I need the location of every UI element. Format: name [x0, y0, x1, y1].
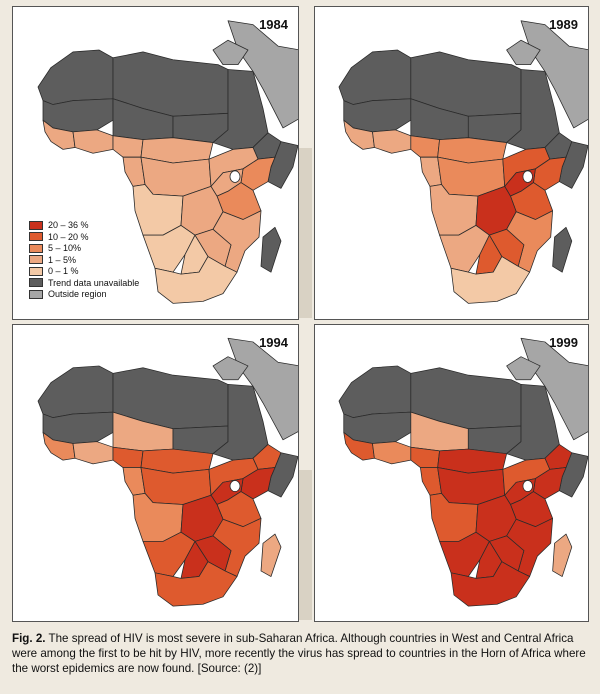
lake-victoria: [522, 170, 533, 183]
map-panel-1: 1984 20 – 36 % 10 – 20 % 5 – 10% 1 – 5% …: [12, 6, 299, 320]
map-region-w_coast: [343, 119, 375, 150]
legend-item: 1 – 5%: [29, 255, 189, 266]
outside-region: [520, 20, 588, 129]
legend-label: Trend data unavailable: [48, 277, 140, 288]
map-svg-2: [338, 20, 588, 304]
legend-swatch: [29, 220, 43, 230]
legend-swatch: [29, 232, 43, 242]
panel-year-4: 1999: [549, 335, 578, 350]
legend-label: 0 – 1 %: [48, 266, 79, 277]
outside-region: [506, 39, 541, 65]
map-region-nw: [37, 49, 114, 105]
panel-year-3: 1994: [259, 335, 288, 350]
map-region-gulf: [410, 446, 440, 468]
legend-item: 0 – 1 %: [29, 266, 189, 277]
outside-region: [506, 356, 541, 381]
outside-region: [227, 337, 298, 441]
map-panel-2: 1989: [314, 6, 589, 320]
map-region-sa: [154, 256, 238, 304]
map-region-nw: [338, 365, 412, 419]
legend-swatch: [29, 266, 43, 276]
map-region-sa: [450, 256, 531, 304]
map-region-w_inner: [72, 441, 114, 465]
legend-item: Outside region: [29, 289, 189, 300]
legend-label: Outside region: [48, 289, 107, 300]
outside-region: [212, 39, 249, 65]
legend: 20 – 36 % 10 – 20 % 5 – 10% 1 – 5% 0 – 1…: [29, 220, 189, 301]
legend-item: Trend data unavailable: [29, 278, 189, 289]
map-region-madag: [552, 226, 573, 273]
map-region-nw: [37, 365, 114, 419]
map-region-w_coast: [343, 432, 375, 461]
lake-victoria: [229, 170, 241, 183]
map-region-madag: [260, 226, 282, 273]
legend-label: 1 – 5%: [48, 254, 77, 265]
map-region-sa: [450, 561, 531, 607]
map-region-w_coast: [42, 119, 76, 150]
outside-region: [520, 337, 588, 441]
map-region-w_inner: [372, 129, 412, 154]
map-region-gulf: [112, 135, 144, 158]
panel-year-2: 1989: [549, 17, 578, 32]
map-svg-4: [338, 337, 588, 607]
map-svg-3: [37, 337, 298, 607]
legend-item: 5 – 10%: [29, 243, 189, 254]
map-region-madag: [260, 533, 282, 577]
legend-item: 20 – 36 %: [29, 220, 189, 231]
legend-label: 20 – 36 %: [48, 220, 89, 231]
legend-swatch: [29, 255, 43, 265]
figure-caption: Fig. 2. The spread of HIV is most severe…: [12, 631, 592, 676]
map-region-w_coast: [42, 432, 76, 461]
map-region-madag: [552, 533, 573, 577]
legend-item: 10 – 20 %: [29, 232, 189, 243]
caption-label: Fig. 2.: [12, 632, 46, 645]
legend-swatch: [29, 243, 43, 253]
outside-region: [227, 20, 298, 129]
map-region-nw: [338, 49, 412, 105]
panel-year-1: 1984: [259, 17, 288, 32]
map-region-sa: [154, 561, 238, 607]
legend-swatch: [29, 289, 43, 299]
caption-text: The spread of HIV is most severe in sub-…: [12, 632, 586, 675]
map-region-w_inner: [372, 441, 412, 465]
map-region-gulf: [112, 446, 144, 468]
map-region-gulf: [410, 135, 440, 158]
lake-victoria: [522, 480, 533, 492]
legend-swatch: [29, 278, 43, 288]
map-svg-1: [37, 20, 298, 304]
map-region-w_inner: [72, 129, 114, 154]
outside-region: [212, 356, 249, 381]
lake-victoria: [229, 480, 241, 492]
legend-label: 10 – 20 %: [48, 231, 89, 242]
legend-label: 5 – 10%: [48, 243, 82, 254]
map-panel-3: 1994: [12, 324, 299, 622]
map-panel-4: 1999: [314, 324, 589, 622]
